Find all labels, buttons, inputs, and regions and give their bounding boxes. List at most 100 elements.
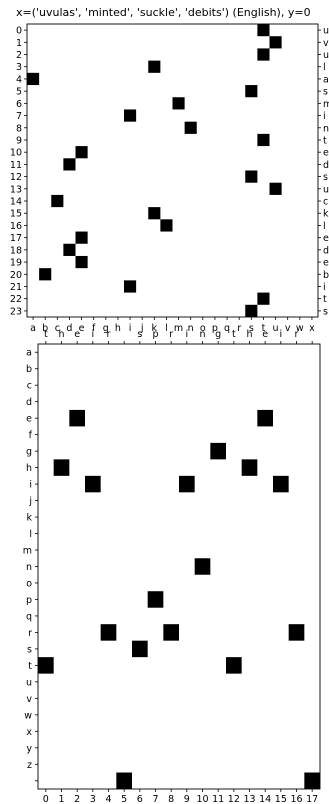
right-tick-label: c (323, 197, 328, 208)
y-tick-label: r (28, 628, 32, 639)
x-tick-label: 16 (290, 794, 302, 804)
x-tick-label: 14 (259, 794, 271, 804)
heatmap-cell (257, 24, 270, 37)
right-tick-label: e (323, 258, 329, 269)
right-tick-label: e (323, 233, 329, 244)
y-tick-label: 17 (10, 233, 22, 244)
top-tick-label: i (92, 329, 95, 340)
y-tick-label: n (26, 562, 32, 573)
right-tick-label: s (323, 87, 328, 98)
top-tick-label: t (232, 329, 236, 340)
heatmap-cell (304, 772, 320, 789)
chart-2-heatmap: t h e i r s p r i n g t h e i r0 1 2 3 4 5 6 7 8 9 10 11 12 13 14 15 16… (23, 329, 320, 804)
heatmap-cell (147, 591, 164, 608)
x-tick-label: o (200, 323, 206, 334)
heatmap-cell (257, 409, 273, 427)
heatmap-cell (39, 268, 52, 281)
x-tick-label: i (129, 323, 132, 334)
heatmap-cell (241, 459, 258, 476)
y-tick-label: 0 (16, 26, 22, 37)
x-tick-label: 4 (105, 794, 111, 804)
heatmap-cell (184, 121, 197, 134)
y-tick-label: j (28, 496, 32, 507)
y-tick-label: v (26, 694, 32, 705)
right-tick-label: k (323, 209, 329, 220)
x-tick-label: 17 (306, 794, 318, 804)
x-tick-label: k (152, 323, 158, 334)
right-tick-label: u (323, 26, 329, 37)
y-tick-label: 15 (10, 209, 22, 220)
right-tick-label: l (323, 221, 326, 232)
heatmap-cell (53, 459, 70, 476)
y-tick-label: p (26, 595, 32, 606)
x-tick-label: 0 (43, 794, 49, 804)
x-tick-label: 15 (275, 794, 287, 804)
x-tick-label: q (224, 323, 230, 334)
x-tick-label: t (262, 323, 266, 334)
x-tick-label: p (212, 323, 218, 334)
chart-1-frame (26, 23, 319, 318)
top-tick-label: p (152, 329, 158, 340)
x-tick-label: 11 (212, 794, 224, 804)
y-tick-label: 9 (16, 135, 22, 146)
heatmap-cell (27, 72, 40, 86)
top-tick-label: h (246, 329, 252, 340)
x-tick-label: u (273, 323, 279, 334)
heatmap-cell (75, 255, 88, 269)
y-tick-label: 8 (16, 123, 22, 134)
y-tick-label: 20 (10, 270, 22, 281)
x-tick-label: 12 (228, 794, 240, 804)
heatmap-cell (269, 36, 282, 49)
right-tick-label: i (323, 111, 326, 122)
y-tick-label: 18 (10, 245, 22, 256)
right-tick-label: t (323, 135, 327, 146)
top-tick-label: n (199, 329, 205, 340)
heatmap-cell (257, 133, 270, 147)
y-tick-label: d (26, 397, 32, 408)
y-tick-label: i (29, 480, 32, 491)
y-tick-label: t (28, 661, 32, 672)
x-tick-label: j (140, 323, 144, 334)
y-tick-label: g (26, 447, 32, 458)
top-tick-label: h (58, 329, 64, 340)
x-tick-label: 2 (74, 794, 80, 804)
chart-1-title: x=('uvulas', 'minted', 'suckle', 'debits… (16, 6, 311, 19)
right-tick-label: m (323, 99, 329, 110)
y-tick-label: l (29, 529, 32, 540)
right-tick-label: a (323, 74, 329, 85)
x-tick-label: e (79, 323, 85, 334)
x-tick-label: v (285, 323, 291, 334)
heatmap-cell (245, 304, 258, 317)
heatmap-cell (148, 60, 161, 73)
y-tick-label: k (26, 513, 32, 524)
right-tick-label: b (323, 270, 329, 281)
right-tick-label: u (323, 184, 329, 195)
heatmap-cell (273, 475, 289, 493)
y-tick-label: e (26, 414, 32, 425)
heatmap-cell (179, 475, 195, 493)
heatmap-cell (124, 109, 137, 122)
y-tick-label: o (26, 578, 32, 589)
y-tick-label: 6 (16, 99, 22, 110)
y-tick-label: 1 (16, 38, 22, 49)
y-tick-label: f (29, 430, 33, 441)
right-tick-label: d (323, 160, 329, 171)
y-tick-label: 16 (10, 221, 22, 232)
y-tick-label: h (26, 463, 32, 474)
x-tick-label: 5 (121, 794, 127, 804)
right-tick-label: t (323, 294, 327, 305)
heatmap-cell (257, 48, 270, 61)
y-tick-label: 3 (16, 62, 22, 73)
right-tick-label: s (323, 172, 328, 183)
heatmap-cell (85, 475, 101, 493)
y-tick-label: z (27, 760, 32, 771)
top-tick-label: i (186, 329, 189, 340)
heatmap-cell (194, 558, 211, 575)
top-tick-label: r (169, 329, 173, 340)
y-tick-label: s (27, 644, 32, 655)
heatmap-cell (132, 640, 148, 658)
x-tick-label: 10 (196, 794, 208, 804)
x-tick-label: 8 (168, 794, 174, 804)
heatmap-cell (51, 194, 64, 208)
top-tick-label: r (107, 329, 111, 340)
